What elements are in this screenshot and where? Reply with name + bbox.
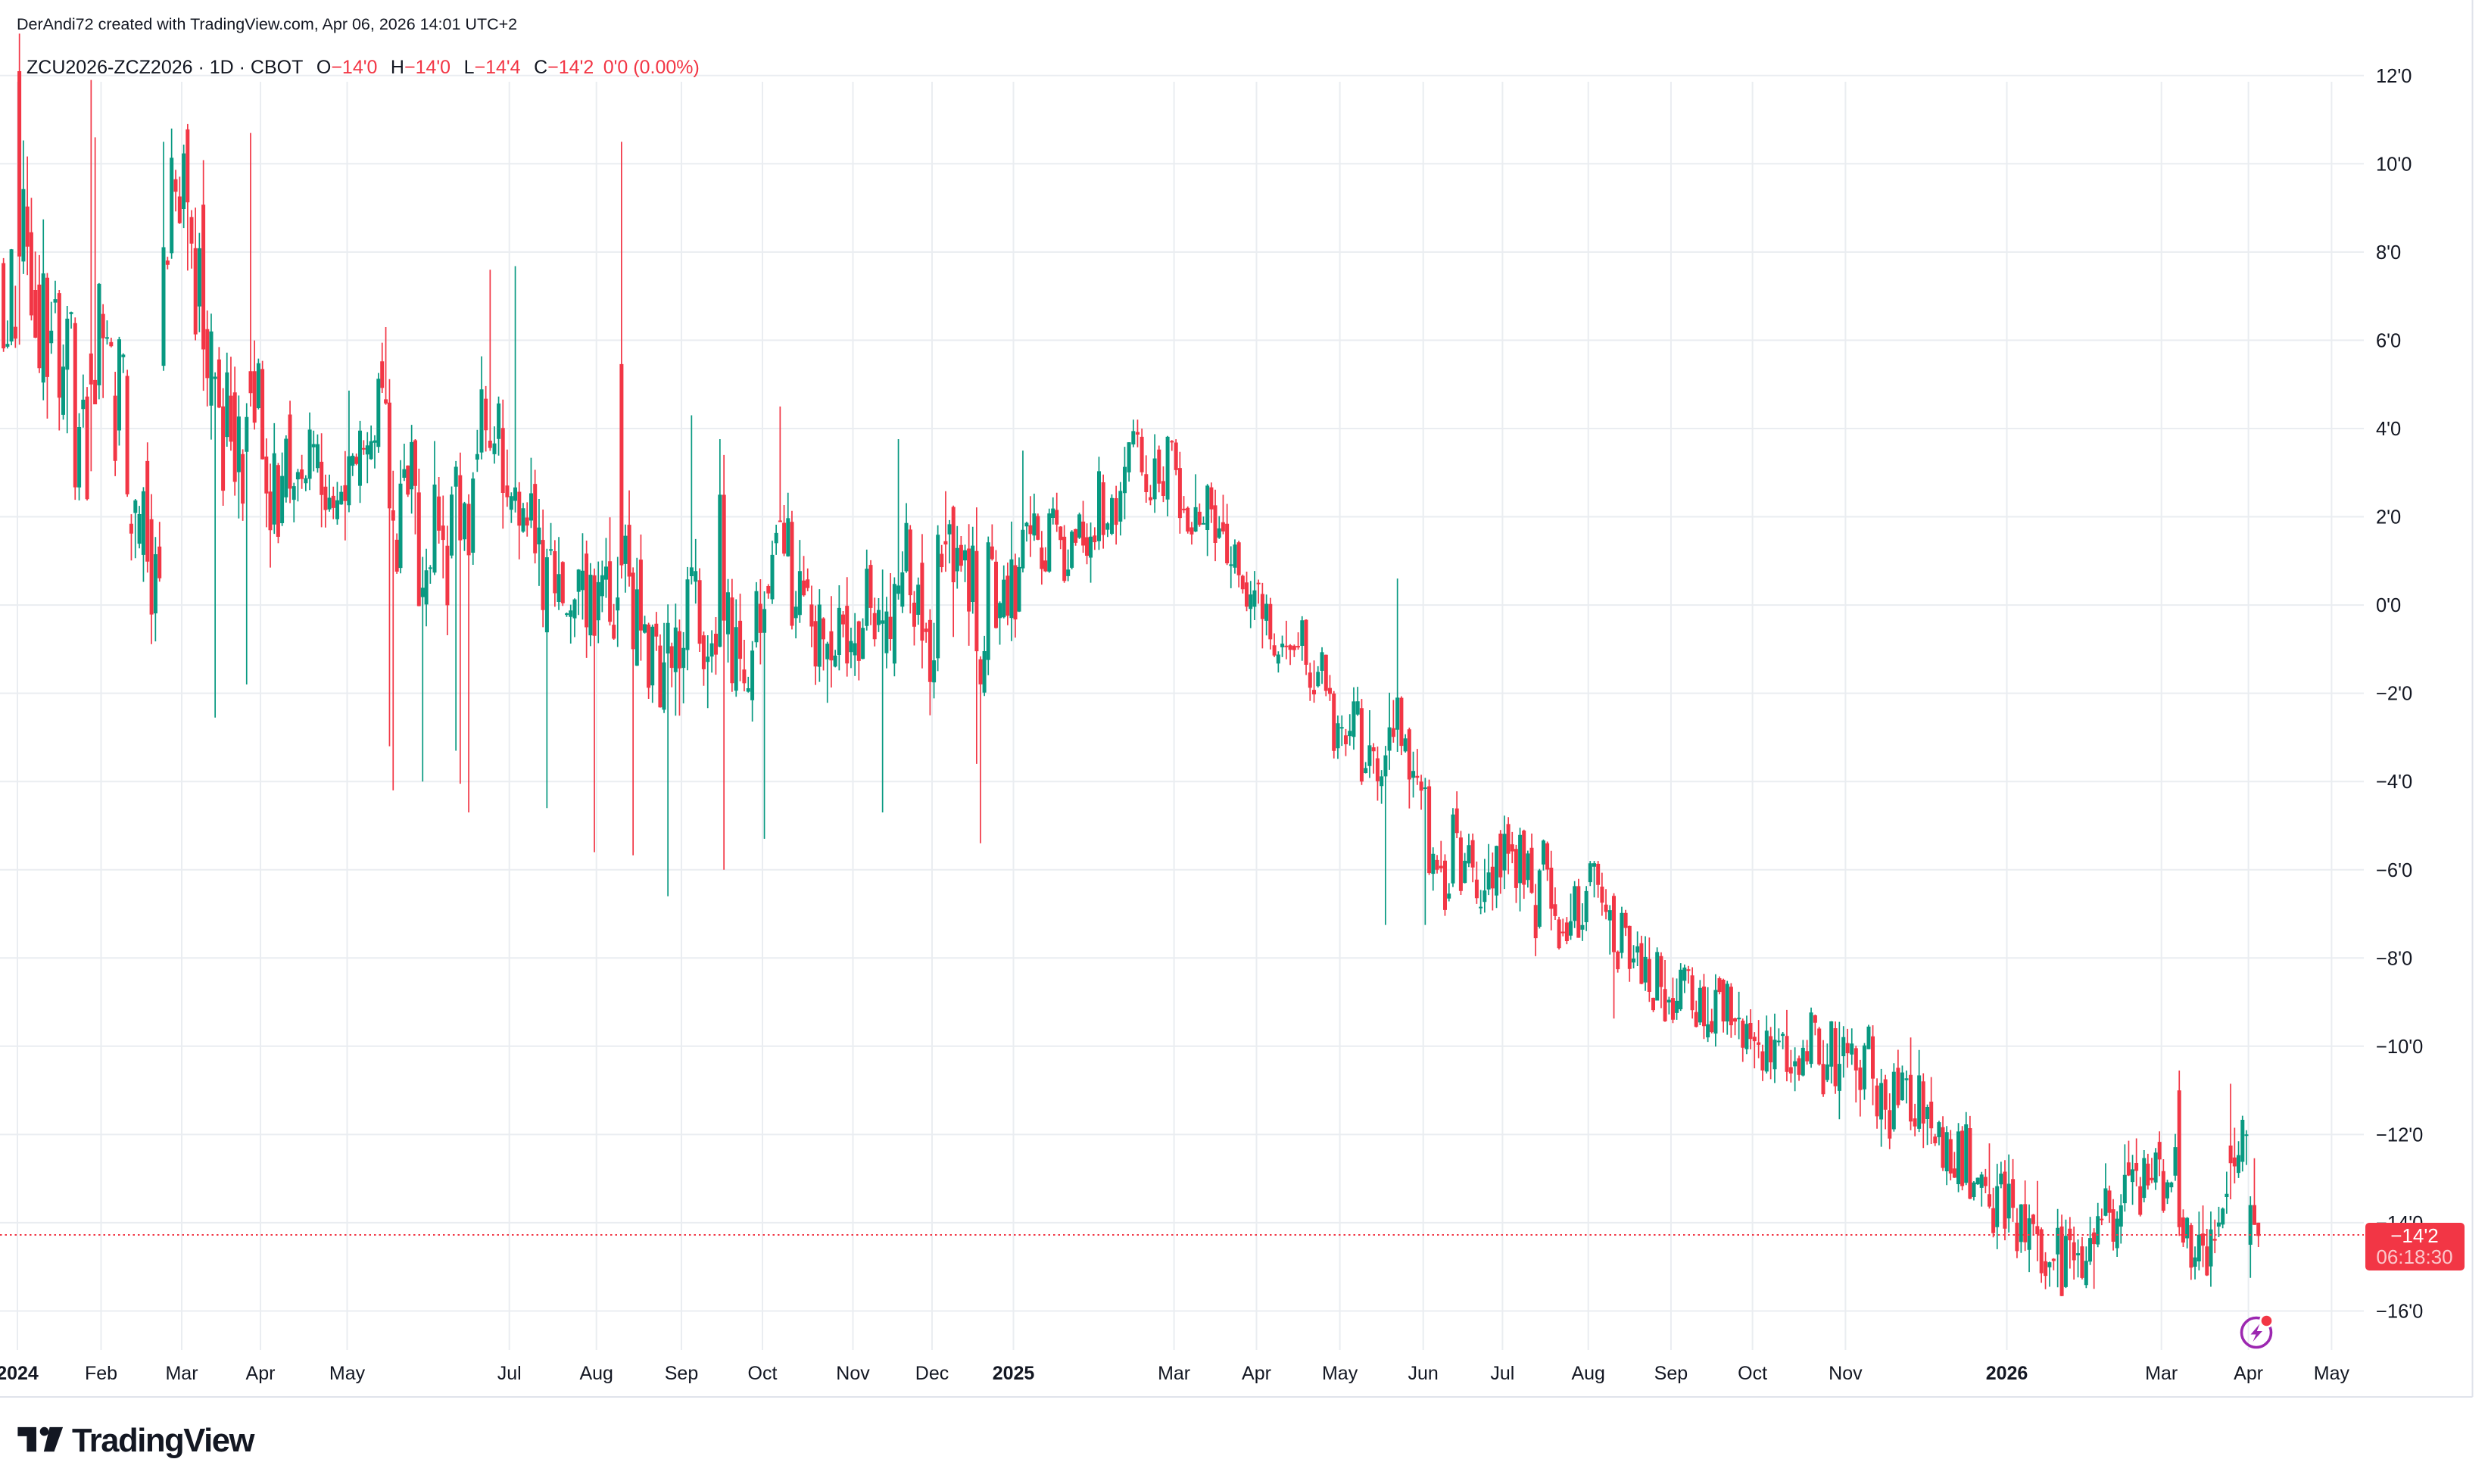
svg-text:Jun: Jun — [1408, 1363, 1439, 1384]
svg-text:Mar: Mar — [2145, 1363, 2178, 1384]
svg-text:Apr: Apr — [246, 1363, 276, 1384]
svg-text:Apr: Apr — [1242, 1363, 1271, 1384]
svg-text:2025: 2025 — [993, 1363, 1035, 1384]
svg-text:−16'0: −16'0 — [2376, 1302, 2423, 1323]
svg-text:Oct: Oct — [1738, 1363, 1767, 1384]
svg-text:8'0: 8'0 — [2376, 242, 2401, 263]
svg-text:2024: 2024 — [0, 1363, 39, 1384]
svg-text:Nov: Nov — [1829, 1363, 1863, 1384]
svg-text:Nov: Nov — [836, 1363, 870, 1384]
svg-text:10'0: 10'0 — [2376, 154, 2412, 175]
svg-text:TradingView: TradingView — [72, 1423, 255, 1459]
svg-text:Aug: Aug — [579, 1363, 613, 1384]
svg-text:Apr: Apr — [2234, 1363, 2263, 1384]
svg-text:−12'0: −12'0 — [2376, 1124, 2423, 1146]
svg-text:Aug: Aug — [1571, 1363, 1604, 1384]
svg-text:2'0: 2'0 — [2376, 507, 2401, 528]
svg-text:2026: 2026 — [1986, 1363, 2028, 1384]
svg-text:May: May — [329, 1363, 366, 1384]
svg-text:Dec: Dec — [915, 1363, 949, 1384]
svg-text:DerAndi72 created with Trading: DerAndi72 created with TradingView.com, … — [17, 15, 517, 33]
svg-text:Sep: Sep — [665, 1363, 698, 1384]
svg-text:4'0: 4'0 — [2376, 419, 2401, 440]
svg-text:−10'0: −10'0 — [2376, 1037, 2423, 1058]
svg-text:0'0: 0'0 — [2376, 595, 2401, 616]
svg-text:6'0: 6'0 — [2376, 330, 2401, 351]
svg-text:−14'2: −14'2 — [2390, 1224, 2439, 1247]
svg-text:Mar: Mar — [1158, 1363, 1190, 1384]
svg-text:Oct: Oct — [748, 1363, 778, 1384]
svg-text:ZCU2026-ZCZ2026 · 1D · CBOT O: ZCU2026-ZCZ2026 · 1D · CBOT O−14'0 H−14'… — [27, 57, 700, 78]
svg-text:Jul: Jul — [497, 1363, 522, 1384]
svg-text:−2'0: −2'0 — [2376, 684, 2412, 705]
svg-text:−8'0: −8'0 — [2376, 948, 2412, 969]
svg-text:−4'0: −4'0 — [2376, 772, 2412, 793]
svg-text:Jul: Jul — [1490, 1363, 1514, 1384]
svg-text:−6'0: −6'0 — [2376, 860, 2412, 881]
svg-text:May: May — [2314, 1363, 2350, 1384]
svg-text:12'0: 12'0 — [2376, 66, 2412, 87]
svg-text:Feb: Feb — [85, 1363, 117, 1384]
svg-text:Mar: Mar — [165, 1363, 198, 1384]
svg-text:May: May — [1322, 1363, 1358, 1384]
svg-text:06:18:30: 06:18:30 — [2376, 1246, 2452, 1268]
svg-text:Sep: Sep — [1654, 1363, 1688, 1384]
